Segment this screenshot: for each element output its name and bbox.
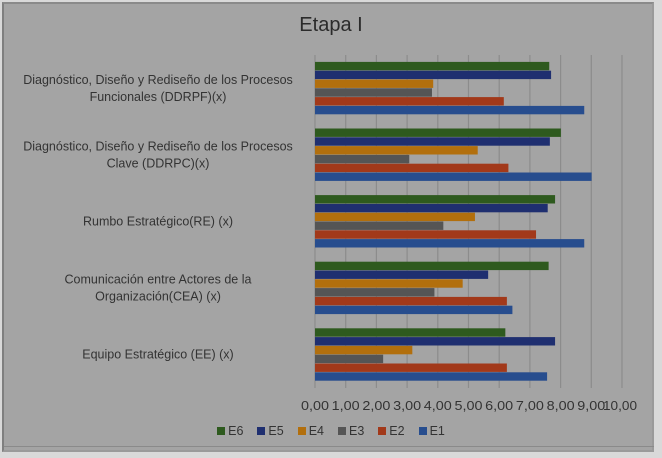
x-tick-label: 10,00: [603, 399, 637, 413]
x-tick-label: 7,00: [516, 399, 544, 413]
x-tick-label: 3,00: [393, 399, 421, 413]
legend-label: E4: [308, 424, 324, 438]
x-tick-labels: 0,00 1,00 2,00 3,00 4,00 5,00 6,00 7,00 8,00 9,00…: [301, 399, 637, 413]
bars: [315, 61, 592, 381]
legend-item-e2: E2: [378, 424, 405, 438]
legend-swatch: [418, 427, 427, 435]
bar-e6-cat-3: [315, 261, 549, 271]
x-tick-label: 5,00: [455, 399, 483, 413]
bar-e3-cat-0: [315, 88, 432, 97]
bar-e4-cat-0: [315, 79, 434, 88]
bar-e1-cat-2: [315, 239, 585, 248]
bar-e5-cat-3: [315, 270, 489, 279]
legend-item-e6: E6: [217, 424, 243, 438]
category-label: Comunicación entre Actores de la: [65, 273, 252, 287]
bar-e3-cat-3: [315, 288, 435, 297]
legend-swatch: [378, 427, 387, 435]
bar-e2-cat-4: [315, 363, 507, 372]
bar-e1-cat-1: [315, 172, 592, 181]
bar-e6-cat-0: [315, 61, 550, 71]
legend-item-e4: E4: [297, 424, 324, 438]
legend-label: E5: [268, 424, 284, 438]
bar-e2-cat-3: [315, 296, 507, 306]
x-tick-label: 4,00: [424, 399, 452, 413]
bar-e6-cat-2: [315, 195, 556, 204]
category-label: Organización(CEA) (x): [95, 290, 221, 304]
category-label: Funcionales (DDRPF)(x): [90, 90, 227, 104]
bar-e1-cat-0: [315, 105, 585, 115]
bar-e4-cat-4: [315, 345, 413, 355]
bar-e2-cat-0: [315, 97, 504, 106]
legend-item-e5: E5: [257, 424, 284, 438]
category-label: Clave (DDRPC)(x): [107, 156, 210, 170]
bar-e2-cat-2: [315, 230, 537, 239]
legend-label: E2: [389, 424, 405, 438]
bar-e4-cat-3: [315, 279, 463, 288]
legend-item-e3: E3: [338, 424, 364, 438]
category-label: Rumbo Estratégico(RE) (x): [83, 215, 233, 229]
bar-e3-cat-1: [315, 154, 410, 164]
bar-e5-cat-1: [315, 137, 550, 146]
legend: E6 E5 E4 E3 E2 E1: [0, 424, 662, 438]
chart-title: Etapa I: [299, 14, 363, 36]
x-tick-label: 6,00: [485, 399, 513, 413]
bar-e1-cat-4: [315, 372, 548, 381]
legend-label: E3: [349, 424, 365, 438]
x-tick-label: 0,00: [301, 399, 329, 413]
bar-e5-cat-4: [315, 337, 556, 346]
bar-e4-cat-2: [315, 212, 475, 222]
legend-swatch: [338, 427, 346, 435]
legend-swatch: [217, 427, 226, 435]
legend-swatch: [257, 427, 266, 435]
category-label: Diagnóstico, Diseño y Rediseño de los Pr…: [23, 73, 293, 87]
bar-e4-cat-1: [315, 146, 478, 155]
legend-item-e1: E1: [418, 424, 445, 438]
x-tick-label: 2,00: [362, 399, 390, 413]
x-tick-label: 1,00: [332, 399, 360, 413]
frame-bottom-divider: [4, 446, 654, 447]
x-tick-label: 8,00: [547, 399, 575, 413]
bar-e5-cat-0: [315, 70, 552, 80]
category-labels: Diagnóstico, Diseño y Rediseño de los Pr…: [23, 73, 293, 362]
bar-e6-cat-1: [315, 128, 561, 137]
legend-label: E6: [228, 424, 244, 438]
bar-e3-cat-4: [315, 354, 384, 364]
x-tick-label: 9,00: [577, 399, 605, 413]
category-label: Diagnóstico, Diseño y Rediseño de los Pr…: [23, 139, 293, 153]
bar-e6-cat-4: [315, 328, 506, 337]
category-label: Equipo Estratégico (EE) (x): [82, 348, 233, 362]
bar-e3-cat-2: [315, 221, 444, 230]
bar-e5-cat-2: [315, 203, 548, 213]
legend-label: E1: [429, 424, 445, 438]
legend-swatch: [297, 427, 306, 435]
bar-e1-cat-3: [315, 305, 513, 315]
bar-e2-cat-1: [315, 163, 509, 173]
